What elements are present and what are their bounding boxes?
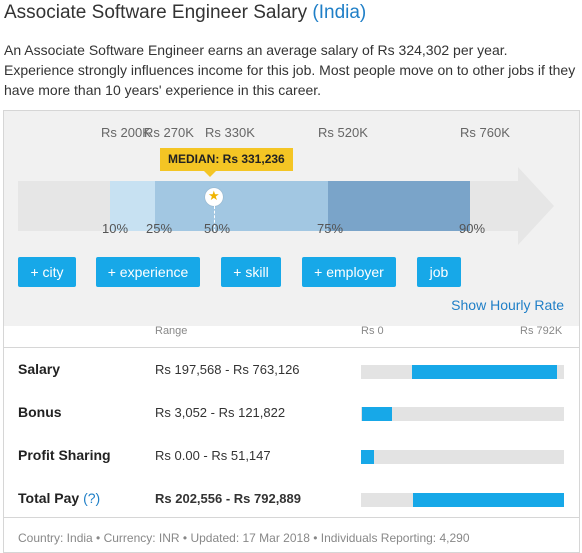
median-badge: MEDIAN: Rs 331,236 — [160, 148, 293, 177]
bonus-range: Rs 3,052 - Rs 121,822 — [155, 405, 286, 420]
salary-bar-track — [361, 365, 564, 379]
bonus-bar-fill — [362, 407, 392, 421]
band-25-75 — [155, 181, 328, 231]
footer-divider — [4, 517, 579, 518]
title-text: Associate Software Engineer Salary — [4, 2, 308, 23]
distribution-area: Rs 200K Rs 270K Rs 330K Rs 520K Rs 760K … — [4, 111, 579, 326]
salary-panel: Rs 200K Rs 270K Rs 330K Rs 520K Rs 760K … — [3, 110, 580, 553]
total-pay-bar-track — [361, 493, 564, 507]
experience-button[interactable]: + experience — [96, 257, 200, 287]
tick-label-200k: Rs 200K — [101, 125, 151, 140]
profit-sharing-range: Rs 0.00 - Rs 51,147 — [155, 448, 271, 463]
profit-sharing-bar-fill — [361, 450, 374, 464]
axis-min-label: Rs 0 — [361, 325, 384, 337]
total-pay-bar-fill — [413, 493, 564, 507]
table-divider — [4, 347, 579, 348]
median-line — [214, 206, 215, 232]
skill-button[interactable]: + skill — [221, 257, 281, 287]
tick-label-520k: Rs 520K — [318, 125, 368, 140]
median-marker: ★ — [205, 188, 223, 206]
salary-label: Salary — [18, 361, 61, 377]
distribution-bar — [18, 167, 554, 245]
show-hourly-rate-link[interactable]: Show Hourly Rate — [451, 297, 564, 313]
salary-description: An Associate Software Engineer earns an … — [4, 42, 576, 98]
city-button[interactable]: + city — [18, 257, 76, 287]
bonus-bar-track — [361, 407, 564, 421]
total-pay-label-text: Total Pay — [18, 490, 80, 506]
axis-max-label: Rs 792K — [520, 325, 563, 337]
percentile-label-25: 25% — [146, 221, 173, 236]
percentile-label-50: 50% — [204, 221, 231, 236]
percentile-label-10: 10% — [102, 221, 129, 236]
salary-bar-fill — [412, 365, 557, 379]
total-pay-label: Total Pay (?) — [18, 490, 100, 506]
total-pay-help-link[interactable]: (?) — [83, 490, 101, 506]
page-title: Associate Software Engineer Salary (Indi… — [4, 2, 366, 24]
percentile-label-75: 75% — [317, 221, 344, 236]
profit-sharing-label: Profit Sharing — [18, 447, 111, 463]
tick-label-760k: Rs 760K — [460, 125, 510, 140]
bonus-label: Bonus — [18, 404, 62, 420]
country-link[interactable]: (India) — [312, 2, 367, 23]
band-10-25 — [110, 181, 155, 231]
tick-label-330k: Rs 330K — [205, 125, 255, 140]
tick-label-270k: Rs 270K — [144, 125, 194, 140]
report-footer: Country: India • Currency: INR • Updated… — [18, 531, 470, 545]
total-pay-range: Rs 202,556 - Rs 792,889 — [155, 491, 301, 506]
employer-button[interactable]: + employer — [302, 257, 396, 287]
star-icon: ★ — [208, 188, 220, 203]
profit-sharing-bar-track — [361, 450, 564, 464]
salary-range: Rs 197,568 - Rs 763,126 — [155, 362, 300, 377]
band-75-90 — [328, 181, 470, 231]
job-button[interactable]: job — [417, 257, 461, 287]
range-column-header: Range — [155, 325, 188, 337]
percentile-label-90: 90% — [459, 221, 486, 236]
